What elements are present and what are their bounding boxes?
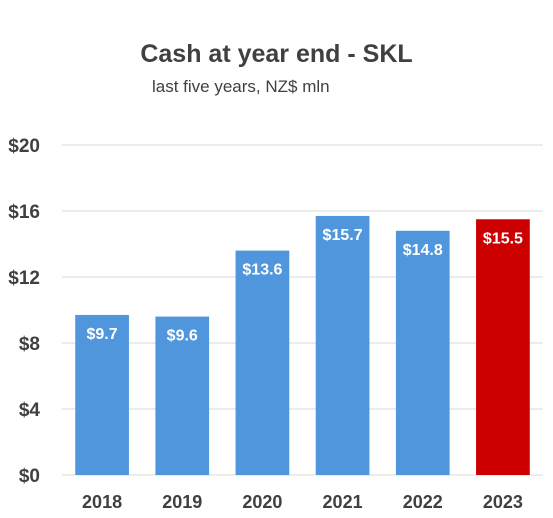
data-label: $14.8 [403, 242, 443, 259]
y-tick-label: $0 [19, 466, 40, 487]
bar-2018 [75, 314, 129, 475]
x-tick-label: 2022 [403, 492, 443, 512]
x-tick-label: 2019 [162, 492, 202, 512]
data-label: $13.6 [242, 262, 282, 279]
x-tick-label: 2018 [82, 492, 122, 512]
chart-subtitle: last five years, NZ$ mln [152, 77, 330, 96]
y-tick-label: $12 [8, 268, 40, 289]
x-tick-label: 2023 [483, 492, 523, 512]
x-tick-label: 2021 [323, 492, 363, 512]
gridlines [62, 144, 543, 476]
y-axis-ticks: $0 $4 $8 $12 $16 $20 [8, 136, 40, 487]
y-tick-label: $16 [8, 202, 40, 223]
data-label: $9.7 [87, 326, 118, 343]
bar-2020 [235, 250, 290, 475]
y-tick-label: $8 [19, 334, 40, 355]
data-label: $15.5 [483, 230, 523, 247]
data-label: $9.6 [167, 328, 198, 345]
bar-2019 [155, 316, 210, 475]
y-tick-label: $20 [8, 136, 40, 157]
bars [75, 215, 530, 475]
x-axis-ticks: 2018 2019 2020 2021 2022 2023 [82, 492, 523, 512]
data-label: $15.7 [323, 227, 363, 244]
bar-2023 [476, 219, 530, 475]
bar-2021 [315, 215, 370, 475]
x-tick-label: 2020 [242, 492, 282, 512]
y-tick-label: $4 [19, 400, 41, 421]
chart-title: Cash at year end - SKL [140, 40, 413, 68]
bar-2022 [395, 230, 450, 475]
data-labels: $9.7 $9.6 $13.6 $15.7 $14.8 $15.5 [87, 227, 524, 345]
